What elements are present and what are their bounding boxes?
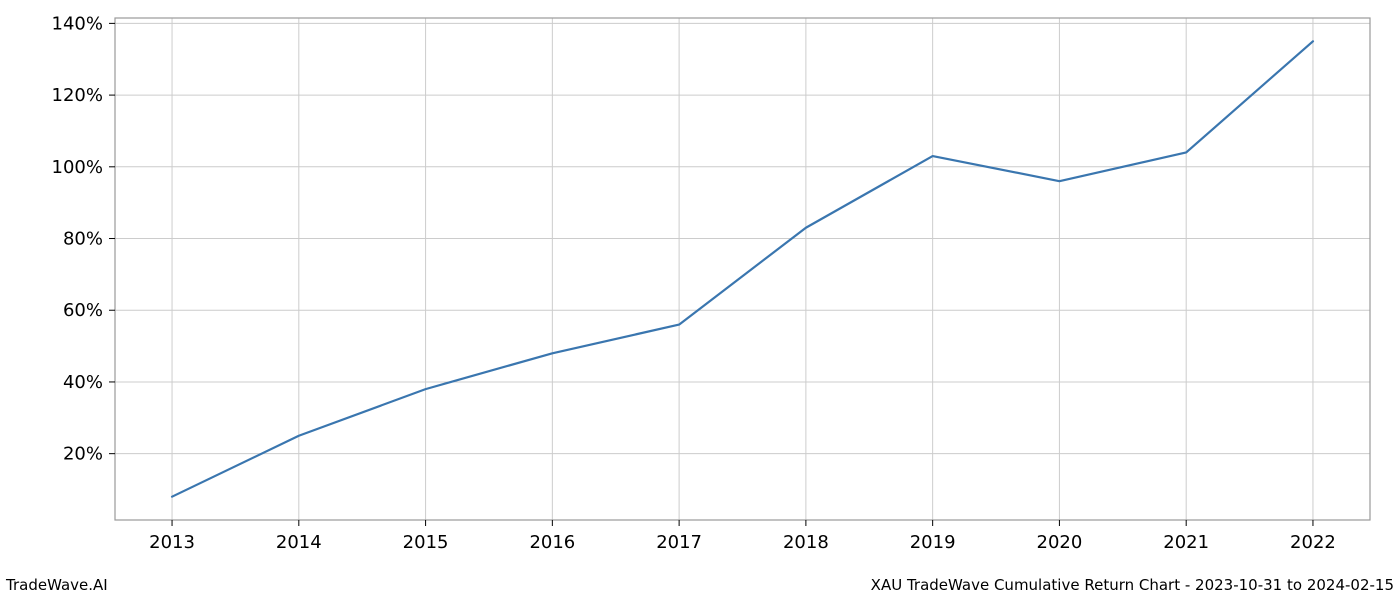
footer-right-text: XAU TradeWave Cumulative Return Chart - … [871, 576, 1394, 594]
y-tick-label: 20% [63, 444, 103, 465]
y-tick-label: 120% [52, 85, 103, 106]
y-tick-label: 100% [52, 157, 103, 178]
x-tick-label: 2014 [276, 532, 322, 553]
y-tick-label: 80% [63, 229, 103, 250]
x-tick-label: 2018 [783, 532, 829, 553]
chart-bg [0, 0, 1400, 600]
x-tick-label: 2015 [403, 532, 449, 553]
footer-left-text: TradeWave.AI [6, 576, 108, 594]
x-tick-label: 2022 [1290, 532, 1336, 553]
line-chart: 2013 2014 2015 2016 2017 2018 2019 2020 2021 2022… [0, 0, 1400, 600]
x-tick-label: 2021 [1163, 532, 1209, 553]
y-tick-label: 40% [63, 372, 103, 393]
x-tick-label: 2020 [1037, 532, 1083, 553]
y-tick-label: 60% [63, 300, 103, 321]
x-tick-label: 2019 [910, 532, 956, 553]
y-tick-label: 140% [52, 13, 103, 34]
chart-container: 2013 2014 2015 2016 2017 2018 2019 2020 2021 2022… [0, 0, 1400, 600]
x-tick-label: 2017 [656, 532, 702, 553]
x-tick-label: 2013 [149, 532, 195, 553]
x-tick-label: 2016 [529, 532, 575, 553]
